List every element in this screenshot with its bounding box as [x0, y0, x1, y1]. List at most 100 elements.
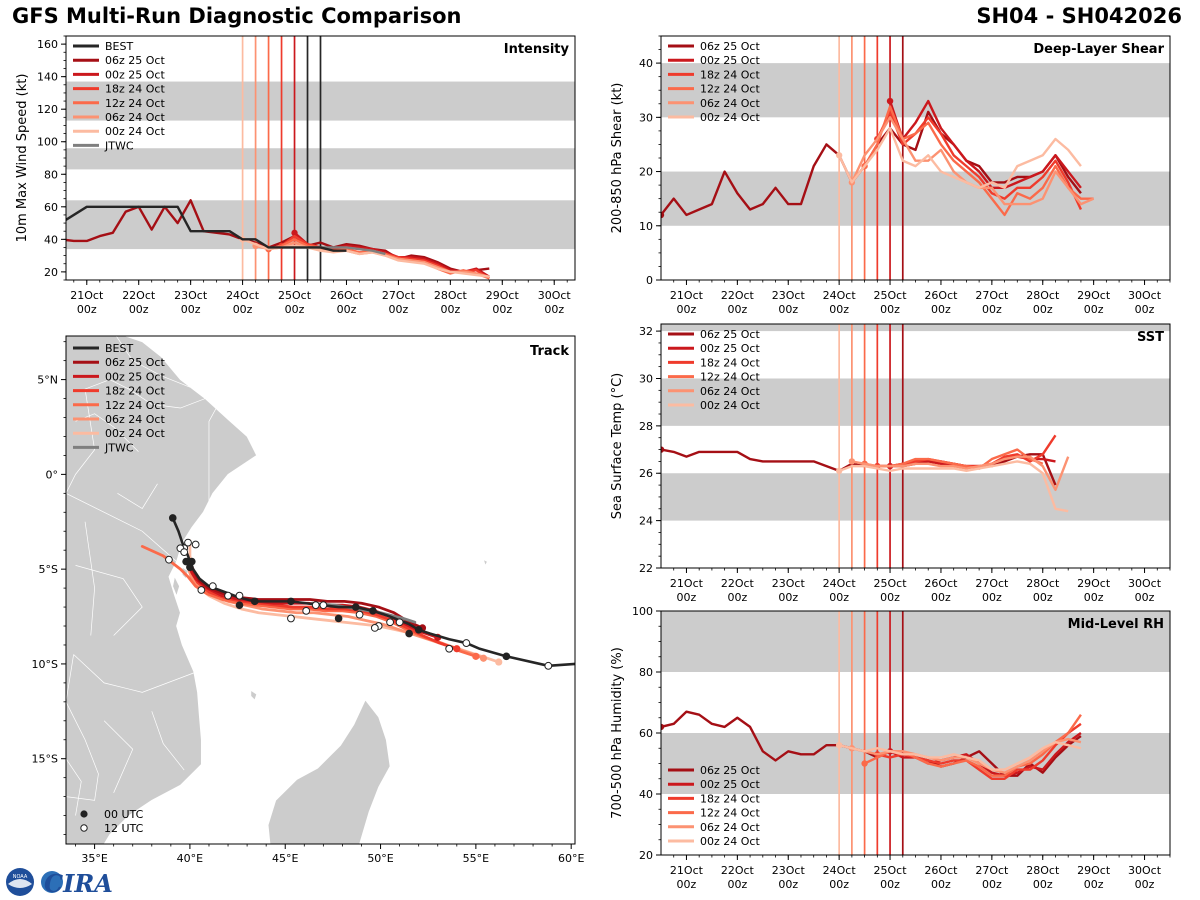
series-line-18z-24-oct: [876, 110, 1083, 211]
legend-label: 00z 24 Oct: [700, 399, 760, 412]
legend-label: 12z 24 Oct: [700, 371, 760, 384]
x-tick-hour: 00z: [931, 303, 951, 316]
legend-label: 06z 24 Oct: [105, 413, 165, 426]
y-tick-label: 40: [44, 233, 58, 246]
marker-12utc: [445, 644, 454, 653]
legend-label: 00z 24 Oct: [105, 125, 165, 138]
marker-12utc: [197, 586, 206, 594]
x-tick-date: 26Oct: [330, 289, 364, 302]
panel-title: Deep-Layer Shear: [1033, 42, 1164, 57]
x-tick-date: 22Oct: [122, 289, 156, 302]
x-tick-hour: 00z: [337, 303, 357, 316]
legend-label: 18z 24 Oct: [700, 68, 760, 81]
marker-00utc: [182, 557, 190, 566]
legend-label: 06z 25 Oct: [700, 40, 760, 53]
x-tick-date: 23Oct: [174, 289, 208, 302]
country-border: [151, 711, 185, 771]
map-area: [66, 336, 575, 844]
x-tick-date: 27Oct: [975, 864, 1009, 877]
x-tick-date: 28Oct: [1026, 289, 1060, 302]
series-start-marker-00z-24-oct: [835, 467, 843, 475]
x-tick-hour: 00z: [285, 303, 305, 316]
x-tick-hour: 00z: [389, 303, 409, 316]
y-tick-label: 30: [639, 111, 653, 124]
series-start-marker-00z-25-oct: [886, 97, 894, 105]
x-tick-date: 29Oct: [1077, 864, 1111, 877]
legend-label: 18z 24 Oct: [105, 385, 165, 398]
legend-label: 06z 25 Oct: [700, 764, 760, 777]
series-line-00z-24-oct: [838, 740, 1082, 771]
x-tick-date: 30Oct: [1128, 864, 1162, 877]
legend-label: 18z 24 Oct: [700, 356, 760, 369]
x-tick-hour: 00z: [1084, 303, 1104, 316]
marker-12utc: [355, 610, 364, 619]
x-tick-date: 26Oct: [924, 864, 958, 877]
island: [250, 689, 257, 701]
country-border: [66, 379, 221, 505]
x-tick-date: 21Oct: [670, 864, 704, 877]
x-tick-date: 30Oct: [538, 289, 572, 302]
country-border: [66, 758, 82, 816]
y-tick-label: 30: [639, 372, 653, 385]
y-tick-label: 5°S: [39, 563, 58, 576]
x-tick-hour: 00z: [233, 303, 253, 316]
island: [172, 575, 180, 597]
x-tick-hour: 00z: [1135, 303, 1155, 316]
marker-00utc: [405, 629, 413, 638]
y-tick-label: 40: [639, 57, 653, 70]
x-tick-hour: 00z: [677, 878, 697, 891]
x-tick-hour: 00z: [727, 878, 747, 891]
legend-label: 00z 24 Oct: [105, 427, 165, 440]
y-tick-label: 140: [37, 71, 58, 84]
legend-marker-00utc: [80, 810, 88, 818]
x-tick-hour: 00z: [1135, 878, 1155, 891]
track-start-marker-12z-24-oct: [472, 652, 480, 660]
x-tick-hour: 00z: [1033, 591, 1053, 604]
x-tick-hour: 00z: [181, 303, 201, 316]
x-tick-hour: 00z: [829, 591, 849, 604]
island: [482, 559, 488, 567]
country-border: [75, 565, 143, 636]
legend-label: 06z 25 Oct: [105, 356, 165, 369]
x-tick-hour: 00z: [544, 303, 564, 316]
country-border: [237, 336, 314, 384]
country-border: [115, 336, 191, 388]
y-tick-label: 0: [646, 274, 653, 287]
marker-12utc: [180, 548, 189, 556]
legend-label: 00z 25 Oct: [700, 778, 760, 791]
marker-12utc: [184, 538, 192, 547]
marker-12utc: [302, 606, 311, 615]
marker-00utc: [351, 603, 360, 611]
legend-label: BEST: [105, 342, 133, 355]
storm-id: SH04 - SH042026: [976, 4, 1182, 28]
cira-label: CIRA: [44, 869, 113, 898]
legend-label: 00z 25 Oct: [700, 54, 760, 67]
cira-globe-icon: [41, 871, 63, 893]
noaa-wave-icon: [8, 879, 32, 888]
x-tick-hour: 00z: [492, 303, 512, 316]
x-tick-date: 23Oct: [772, 289, 806, 302]
marker-00utc: [369, 607, 377, 615]
legend-label: 12z 24 Oct: [700, 83, 760, 96]
x-tick-date: 21Oct: [670, 577, 704, 590]
series-start-marker-06z-25-oct: [661, 211, 665, 219]
x-tick-hour: 00z: [677, 303, 697, 316]
x-tick-hour: 00z: [1084, 878, 1104, 891]
x-tick-date: 27Oct: [975, 577, 1009, 590]
marker-00utc: [334, 614, 343, 623]
y-tick-label: 80: [44, 168, 58, 181]
y-tick-label: 40: [639, 788, 653, 801]
y-tick-label: 60: [639, 727, 653, 740]
shaded-band: [661, 733, 1170, 794]
panel-title: Mid-Level RH: [1068, 617, 1164, 632]
legend-label: 12z 24 Oct: [700, 807, 760, 820]
x-tick-date: 25Oct: [874, 577, 908, 590]
plot-area: [661, 324, 1170, 568]
x-tick-hour: 00z: [440, 303, 460, 316]
x-tick-hour: 00z: [931, 591, 951, 604]
panel-title: Intensity: [504, 42, 570, 57]
x-tick-label: 60°E: [558, 852, 584, 865]
